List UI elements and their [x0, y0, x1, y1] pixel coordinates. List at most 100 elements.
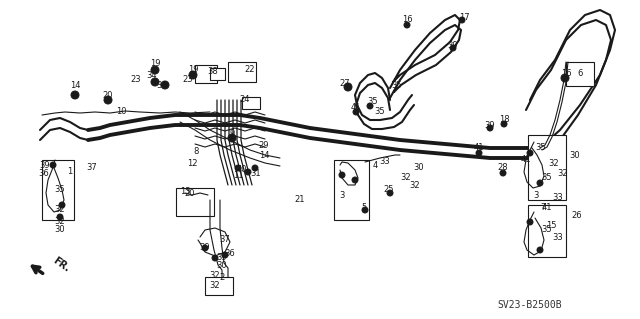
Circle shape	[501, 121, 507, 127]
Text: 41: 41	[351, 103, 361, 113]
Circle shape	[252, 165, 258, 171]
Text: 39: 39	[484, 121, 495, 130]
Text: 39: 39	[200, 242, 211, 251]
Text: 33: 33	[380, 158, 390, 167]
Bar	[228, 62, 256, 82]
Text: 30: 30	[570, 151, 580, 160]
Text: 20: 20	[185, 189, 195, 197]
Circle shape	[189, 71, 197, 79]
Text: 8: 8	[193, 147, 198, 157]
Circle shape	[450, 45, 456, 51]
Text: 35: 35	[374, 108, 385, 116]
Circle shape	[59, 202, 65, 208]
Text: 37: 37	[220, 235, 230, 244]
Text: 41: 41	[474, 144, 484, 152]
Bar	[528, 205, 566, 257]
Circle shape	[561, 74, 569, 82]
Text: 39: 39	[40, 160, 51, 169]
Text: 19: 19	[188, 65, 198, 75]
Circle shape	[151, 66, 159, 74]
Text: 35: 35	[541, 226, 552, 234]
Bar	[528, 135, 566, 200]
Text: FR.: FR.	[51, 256, 72, 274]
Text: SV23-B2500B: SV23-B2500B	[498, 300, 563, 310]
Text: 13: 13	[180, 188, 190, 197]
Circle shape	[57, 214, 63, 220]
Circle shape	[387, 190, 393, 196]
Text: 19: 19	[150, 58, 160, 68]
Text: 35: 35	[392, 80, 403, 90]
Text: 7: 7	[540, 204, 546, 212]
Text: 30: 30	[54, 226, 65, 234]
Text: 32: 32	[557, 168, 568, 177]
Circle shape	[527, 150, 533, 156]
Text: 30: 30	[413, 164, 424, 173]
Text: 38: 38	[207, 68, 218, 77]
Circle shape	[228, 134, 236, 142]
Text: 12: 12	[187, 159, 197, 167]
Text: 20: 20	[103, 91, 113, 100]
Circle shape	[245, 169, 251, 175]
Text: 14: 14	[70, 80, 80, 90]
Text: 24: 24	[240, 95, 250, 105]
Text: 36: 36	[38, 168, 49, 177]
Text: 4: 4	[372, 160, 378, 169]
Circle shape	[500, 170, 506, 176]
Text: 34: 34	[147, 70, 157, 79]
Text: 23: 23	[182, 76, 193, 85]
Circle shape	[537, 247, 543, 253]
Circle shape	[344, 83, 352, 91]
Text: 6: 6	[577, 69, 582, 78]
Text: 11: 11	[233, 170, 243, 180]
Text: 23: 23	[131, 76, 141, 85]
Bar	[42, 160, 74, 220]
Circle shape	[459, 17, 465, 23]
Circle shape	[235, 165, 241, 171]
Text: 16: 16	[561, 69, 572, 78]
Bar	[210, 68, 225, 80]
Circle shape	[527, 219, 533, 225]
Text: 32: 32	[401, 174, 412, 182]
Text: 39: 39	[448, 41, 458, 49]
Text: 33: 33	[552, 194, 563, 203]
Text: 30: 30	[217, 261, 227, 270]
Circle shape	[404, 22, 410, 28]
Circle shape	[367, 103, 373, 109]
Circle shape	[339, 172, 345, 178]
Text: 32: 32	[210, 271, 220, 279]
Bar	[195, 65, 217, 83]
Text: 39: 39	[217, 254, 227, 263]
Circle shape	[352, 177, 358, 183]
Bar	[566, 62, 594, 86]
Text: 33: 33	[552, 234, 563, 242]
Circle shape	[362, 207, 368, 213]
Circle shape	[212, 255, 218, 261]
Text: 3: 3	[533, 190, 539, 199]
Circle shape	[161, 81, 169, 89]
Text: 3: 3	[339, 190, 345, 199]
Text: 41: 41	[541, 203, 552, 211]
Circle shape	[476, 150, 482, 156]
Bar	[334, 160, 369, 220]
Text: 1: 1	[67, 167, 72, 176]
Bar	[242, 97, 260, 109]
Text: 35: 35	[54, 186, 65, 195]
Text: 27: 27	[340, 78, 350, 87]
Text: 32: 32	[548, 159, 559, 167]
Text: 5: 5	[362, 203, 367, 211]
Text: 32: 32	[410, 182, 420, 190]
Text: 9: 9	[229, 129, 235, 137]
Text: 32: 32	[54, 205, 65, 214]
Circle shape	[71, 91, 79, 99]
Text: 26: 26	[572, 211, 582, 219]
Text: 28: 28	[498, 164, 508, 173]
Text: 29: 29	[259, 140, 269, 150]
Circle shape	[487, 125, 493, 131]
Text: 14: 14	[259, 151, 269, 160]
Text: 10: 10	[116, 108, 126, 116]
Text: 17: 17	[459, 13, 469, 23]
Text: 37: 37	[86, 164, 97, 173]
Circle shape	[50, 162, 56, 168]
Text: 32: 32	[210, 280, 220, 290]
Text: 40: 40	[237, 166, 247, 174]
